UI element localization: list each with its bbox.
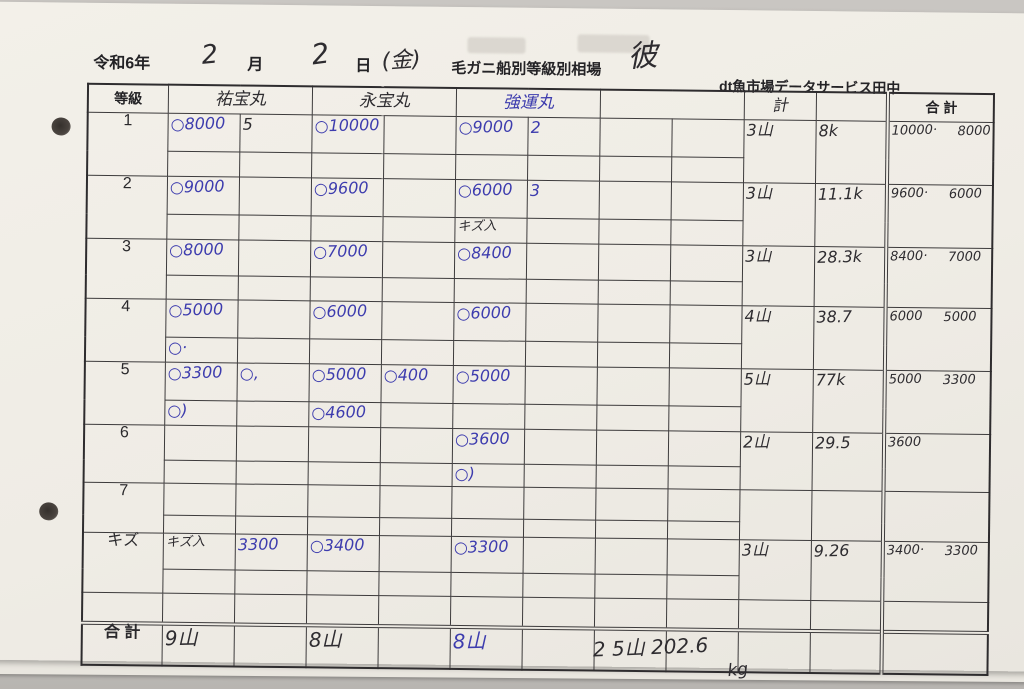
price-cell: ○6000 <box>457 179 513 200</box>
price-cell: ○5000 <box>455 365 511 386</box>
total-cell: 3600 <box>883 433 991 493</box>
price-cell: ○9600 <box>313 178 369 199</box>
weight-cell: 38.7 <box>815 306 852 327</box>
kei-header: 計 <box>743 91 817 121</box>
price-cell: ○9000 <box>457 116 513 137</box>
grade-cell: 7 <box>82 482 164 534</box>
pile-count-cell: 3山 <box>745 183 772 203</box>
punch-hole-bottom <box>39 502 59 521</box>
weight-cell: 77k <box>815 369 846 390</box>
kei2-header-empty <box>815 92 889 122</box>
month-label: 月 <box>247 56 264 74</box>
price-cell: ○8000 <box>169 113 226 134</box>
price-cell: ○) <box>166 400 188 421</box>
weight-cell: 9.26 <box>813 540 850 561</box>
price-cell: ○10000 <box>313 114 380 136</box>
grade-cell: 1 <box>87 112 168 177</box>
pile-count-cell: 3山 <box>741 540 768 560</box>
pile-count-cell: 9山 <box>164 624 198 650</box>
price-cell: ○5000 <box>167 299 223 320</box>
summary-unit-handwritten: kg <box>726 659 749 682</box>
grade-cell: 3 <box>85 238 167 300</box>
total-cell: 5000 3300 <box>884 370 991 435</box>
price-cell: ○7000 <box>312 241 368 262</box>
total-cell: 8400· 7000 <box>885 247 993 309</box>
note-cell: キズ入 <box>456 218 497 235</box>
grade-cell: キズ <box>82 532 163 594</box>
pile-count-cell: 8山 <box>451 628 486 654</box>
total-cell: 6000 5000 <box>884 307 992 372</box>
grade-cell: 2 <box>86 175 168 240</box>
weight-cell: 28.3k <box>816 246 862 267</box>
ship2-header: 永宝丸 <box>311 86 457 117</box>
punch-hole-top <box>51 117 71 136</box>
summary-row: 合 計 9山 8山 8山 <box>81 622 988 675</box>
count-cell: 2 <box>529 117 541 137</box>
memo-kanji-handwritten: 彼 <box>626 38 659 75</box>
weekday-note-handwritten: (金) <box>380 46 422 75</box>
price-cell: 3300 <box>237 534 279 555</box>
price-cell: ○3400 <box>309 534 365 556</box>
price-cell: ○3300 <box>453 536 509 557</box>
price-cell: ○6000 <box>455 302 511 323</box>
pile-count-cell: 8山 <box>307 626 342 652</box>
price-table: 等級 祐宝丸 永宝丸 強運丸 計 合 計 1 ○8000 5 ○10000 ○9… <box>80 82 996 676</box>
price-cell: ○· <box>167 337 187 358</box>
ship3-header: 強運丸 <box>455 87 601 119</box>
form-title: 毛ガニ船別等級別相場 <box>451 59 602 79</box>
summary-total-note-handwritten: 2 5山 202.6 <box>592 632 709 662</box>
price-cell: ○8000 <box>168 239 224 260</box>
count-cell: 3 <box>529 180 540 200</box>
count-cell: 5 <box>241 114 253 134</box>
pile-count-cell: 3山 <box>745 120 773 140</box>
month-value-handwritten: 2 <box>200 39 220 71</box>
price-cell: ○3300 <box>167 362 223 383</box>
day-value-handwritten: 2 <box>309 36 332 72</box>
price-cell: ○3600 <box>454 428 510 449</box>
note-cell: キズ入 <box>165 534 205 551</box>
weight-cell: 8k <box>817 120 838 141</box>
pile-count-cell: 5山 <box>743 369 770 389</box>
total-header: 合 計 <box>887 92 995 123</box>
ship4-header-empty <box>599 89 745 120</box>
price-cell: ○400 <box>383 364 428 385</box>
price-cell: ○9000 <box>169 176 225 197</box>
price-cell: ○) <box>453 463 475 484</box>
pile-count-cell: 4山 <box>743 306 771 326</box>
price-cell: ○6000 <box>311 301 367 322</box>
weight-cell: 29.5 <box>814 432 851 453</box>
grade-cell: 5 <box>84 361 165 426</box>
total-cell: 10000· 8000 <box>886 121 994 186</box>
price-cell: ○5000 <box>311 363 367 385</box>
whiteout-smudge-1 <box>467 37 526 54</box>
pile-count-cell: 2山 <box>742 432 769 452</box>
grade-header: 等級 <box>87 83 169 114</box>
price-cell: ○8400 <box>456 242 512 263</box>
grade-cell: 4 <box>84 298 166 363</box>
ship1-header: 祐宝丸 <box>167 84 313 115</box>
total-cell: 3400· 3300 <box>882 541 989 603</box>
era-label: 令和6年 <box>93 54 151 73</box>
price-cell: ○4600 <box>310 401 366 423</box>
pile-count-cell: 3山 <box>744 246 772 266</box>
grade-cell: 6 <box>83 424 165 484</box>
day-label: 日 <box>355 57 372 75</box>
summary-label: 合 計 <box>81 622 162 666</box>
weight-cell: 11.1k <box>817 183 863 204</box>
count-cell: ○, <box>239 363 259 383</box>
total-cell: 9600· 6000 <box>886 184 994 249</box>
